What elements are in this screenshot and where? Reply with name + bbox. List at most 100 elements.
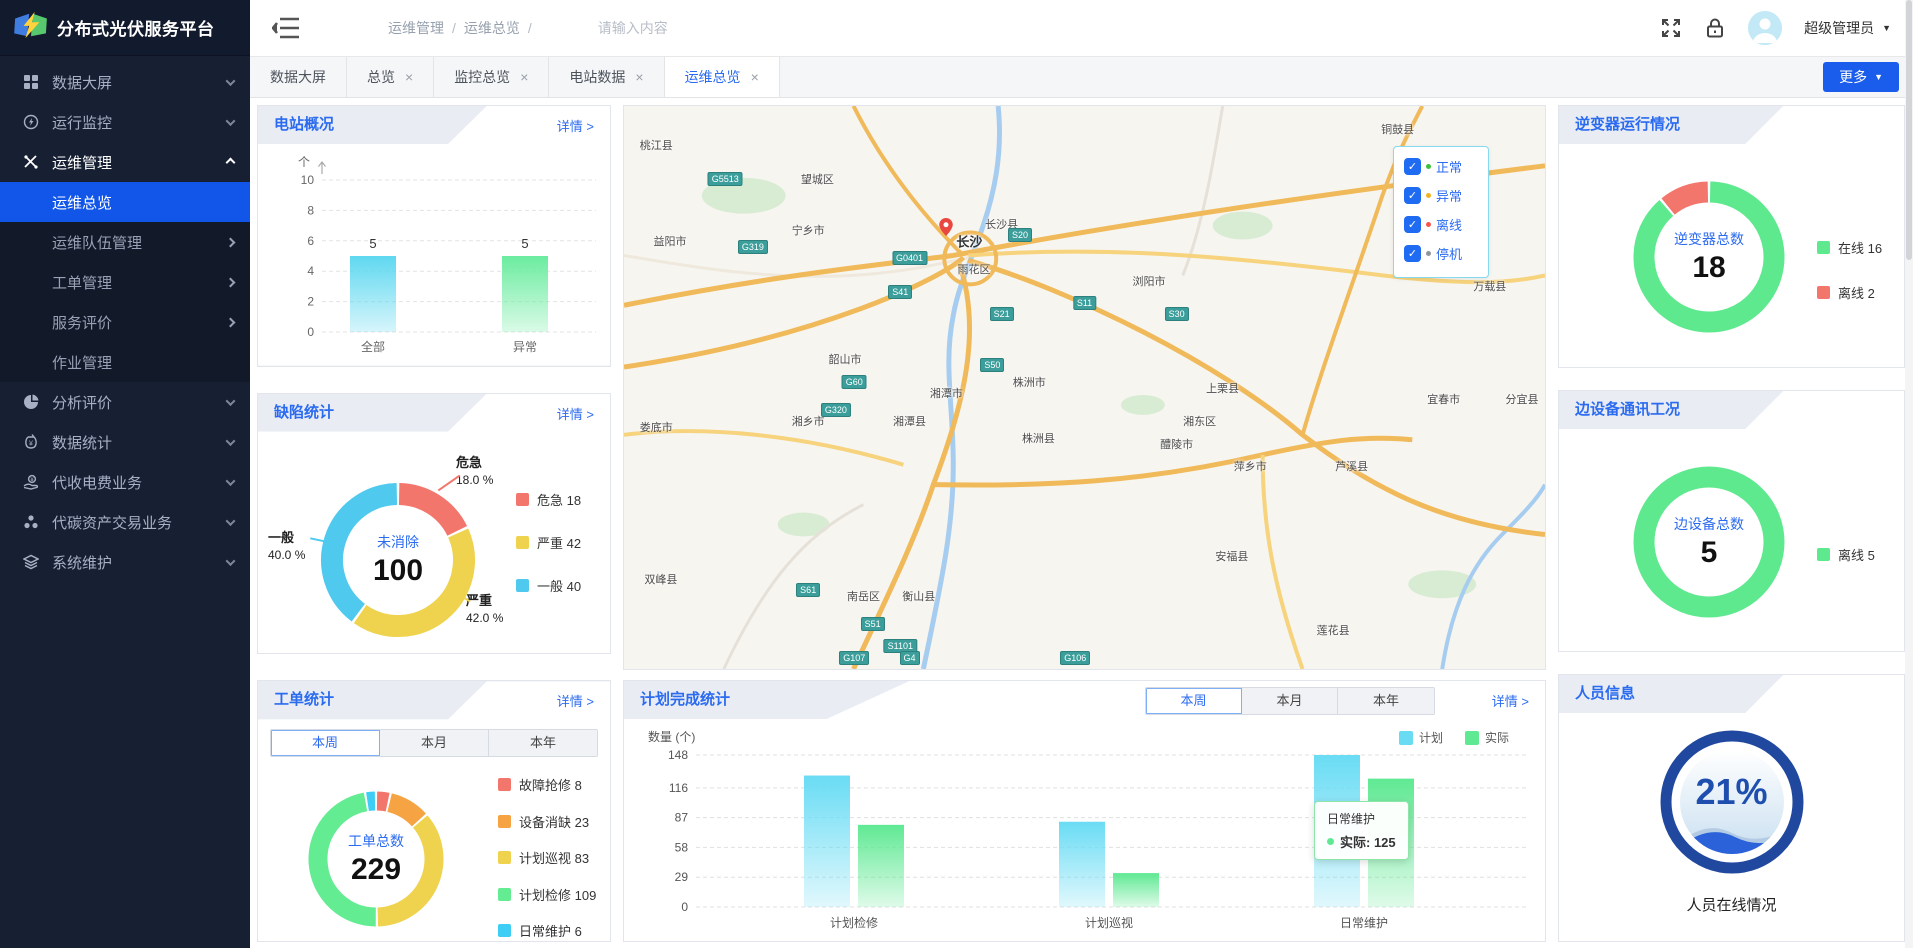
road-badge: G4 bbox=[899, 650, 920, 665]
map[interactable]: 桃江县 益阳市 望城区 宁乡市 长沙县 雨花区 浏阳市 铜鼓县 万载县 宜春市 分宜县 上栗县 萍乡市 芦… bbox=[624, 106, 1545, 669]
plan-tab-2[interactable]: 本月 bbox=[1242, 688, 1338, 714]
sidebar-item-6[interactable]: ¥ 代收电费业务 bbox=[0, 462, 250, 502]
sidebar-subitem-1[interactable]: 运维总览 bbox=[0, 182, 250, 222]
map-city-label: 娄底市 bbox=[639, 421, 673, 434]
close-icon[interactable]: × bbox=[750, 69, 759, 85]
close-icon[interactable]: × bbox=[635, 69, 644, 85]
gauge-caption: 人员在线情况 bbox=[1686, 897, 1777, 914]
legend-label: 严重 42 bbox=[537, 535, 582, 551]
map-legend-item-2[interactable]: ✓ 异常 bbox=[1404, 186, 1488, 205]
legend-label: 危急 18 bbox=[537, 492, 582, 508]
legend-label: 一般 40 bbox=[537, 578, 582, 594]
fee-icon: ¥ bbox=[22, 473, 40, 491]
grid-icon bbox=[22, 73, 40, 91]
svg-text:5: 5 bbox=[369, 236, 376, 251]
sidebar-collapse-icon[interactable] bbox=[272, 15, 302, 41]
breadcrumb-item[interactable]: 运维管理 bbox=[388, 20, 444, 36]
search-input[interactable] bbox=[597, 20, 818, 36]
tab-label: 监控总览 bbox=[454, 69, 511, 85]
panel-title: 工单统计 bbox=[274, 691, 335, 709]
detail-link[interactable]: 详情 > bbox=[1491, 694, 1529, 709]
chevron-down-icon bbox=[225, 475, 236, 486]
checkbox-checked-icon[interactable]: ✓ bbox=[1404, 216, 1421, 233]
map-city-label: 万载县 bbox=[1473, 281, 1507, 294]
sidebar-item-label: 运维管理 bbox=[52, 154, 113, 172]
map-legend-item-1[interactable]: ✓ 正常 bbox=[1404, 157, 1488, 176]
middle-column: 桃江县 益阳市 望城区 宁乡市 长沙县 雨花区 浏阳市 铜鼓县 万载县 宜春市 分宜县 上栗县 萍乡市 芦… bbox=[623, 105, 1546, 942]
close-icon[interactable]: × bbox=[520, 69, 529, 85]
map-marker-pin[interactable] bbox=[939, 218, 954, 241]
sidebar-subitem-2[interactable]: 运维队伍管理 bbox=[0, 222, 250, 262]
sidebar-subitem-5[interactable]: 作业管理 bbox=[0, 342, 250, 382]
donut-center: 边设备总数 5 bbox=[1674, 516, 1744, 569]
sidebar-item-8[interactable]: 系统维护 bbox=[0, 542, 250, 582]
fullscreen-icon[interactable] bbox=[1660, 17, 1682, 39]
sidebar-menu: 数据大屏 运行监控运维管理运维总览 运维队伍管理 工单管理 服务评价 作业管理 分析评价 ¥ 数… bbox=[0, 56, 250, 948]
legend-label: 计划巡视 83 bbox=[519, 851, 590, 867]
scrollbar[interactable] bbox=[1905, 0, 1913, 948]
map-roads bbox=[624, 106, 1545, 669]
plan-tab-3[interactable]: 本年 bbox=[1338, 688, 1434, 714]
detail-link[interactable]: 详情 > bbox=[556, 119, 594, 134]
donut-callout: 危急 18.0 % bbox=[456, 454, 494, 487]
legend-label: 计划 bbox=[1418, 731, 1443, 745]
sidebar-item-7[interactable]: 代碳资产交易业务 bbox=[0, 502, 250, 542]
dashboard-content: 电站概况 详情 > 10 8 6 4 2 0 个 5 全部 5 异常 缺陷统计 详情 > 未消除 1… bbox=[250, 98, 1913, 948]
chevron-right-icon bbox=[225, 317, 236, 327]
sidebar-subitem-4[interactable]: 服务评价 bbox=[0, 302, 250, 342]
road-badge: G60 bbox=[841, 374, 867, 389]
status-dot bbox=[1426, 251, 1431, 256]
map-legend-item-4[interactable]: ✓ 停机 bbox=[1404, 244, 1488, 263]
panel-title: 计划完成统计 bbox=[640, 691, 731, 708]
tab-2[interactable]: 总览 × bbox=[347, 57, 435, 97]
sidebar-item-1[interactable]: 数据大屏 bbox=[0, 62, 250, 102]
topbar: 运维管理 / 运维总览 / bbox=[250, 0, 1913, 56]
workorder-tab-2[interactable]: 本月 bbox=[380, 730, 489, 757]
legend-label: 离线 2 bbox=[1838, 286, 1875, 301]
sidebar-subitem-3[interactable]: 工单管理 bbox=[0, 262, 250, 302]
monitor-icon bbox=[22, 113, 40, 131]
legend-swatch bbox=[498, 851, 511, 865]
lock-icon[interactable] bbox=[1704, 17, 1726, 39]
sidebar-item-2[interactable]: 运行监控 bbox=[0, 102, 250, 142]
donut-center: 工单总数 229 bbox=[348, 833, 404, 887]
road-badge: G5513 bbox=[707, 172, 743, 187]
svg-text:5: 5 bbox=[521, 236, 528, 251]
close-icon[interactable]: × bbox=[405, 69, 414, 85]
edge-device-panel: 边设备通讯工况 边设备总数 5 离线 5 bbox=[1558, 390, 1905, 652]
sidebar-item-4[interactable]: 分析评价 bbox=[0, 382, 250, 422]
sidebar-item-5[interactable]: ¥ 数据统计 bbox=[0, 422, 250, 462]
workorder-tab-1[interactable]: 本周 bbox=[271, 730, 380, 757]
tab-4[interactable]: 电站数据 × bbox=[549, 57, 665, 97]
detail-link[interactable]: 详情 > bbox=[556, 694, 594, 710]
legend-label: 离线 5 bbox=[1838, 548, 1875, 563]
legend-swatch bbox=[516, 492, 529, 506]
tab-3[interactable]: 监控总览 × bbox=[434, 57, 550, 97]
checkbox-checked-icon[interactable]: ✓ bbox=[1404, 187, 1421, 204]
donut-center: 未消除 100 bbox=[372, 533, 424, 587]
user-menu[interactable]: 超级管理员 ▼ bbox=[1804, 18, 1891, 38]
scrollbar-thumb[interactable] bbox=[1906, 0, 1912, 260]
breadcrumb-item[interactable]: 运维总览 bbox=[463, 20, 520, 36]
tab-5[interactable]: 运维总览 × bbox=[664, 57, 780, 97]
user-avatar[interactable] bbox=[1748, 11, 1783, 45]
map-city-label: 株洲市 bbox=[1012, 376, 1046, 389]
legend-swatch bbox=[516, 535, 529, 549]
svg-text:0: 0 bbox=[681, 900, 688, 914]
legend-item: 危急 18 bbox=[516, 490, 581, 509]
more-button[interactable]: 更多 ▼ bbox=[1823, 62, 1899, 92]
panel-title: 逆变器运行情况 bbox=[1575, 116, 1681, 133]
sidebar-item-3[interactable]: 运维管理 bbox=[0, 142, 250, 182]
workorder-tab-3[interactable]: 本年 bbox=[489, 730, 597, 757]
panel-title: 缺陷统计 bbox=[274, 403, 335, 421]
checkbox-checked-icon[interactable]: ✓ bbox=[1404, 245, 1421, 262]
detail-link[interactable]: 详情 > bbox=[556, 406, 594, 422]
road-badge: S51 bbox=[860, 616, 885, 631]
plan-tab-1[interactable]: 本周 bbox=[1146, 688, 1242, 714]
checkbox-checked-icon[interactable]: ✓ bbox=[1404, 158, 1421, 175]
map-legend-item-3[interactable]: ✓ 离线 bbox=[1404, 215, 1488, 234]
tab-1[interactable]: 数据大屏 bbox=[250, 57, 347, 97]
svg-text:8: 8 bbox=[307, 203, 314, 217]
sidebar-submenu: 运维总览 运维队伍管理 工单管理 服务评价 作业管理 bbox=[0, 182, 250, 382]
